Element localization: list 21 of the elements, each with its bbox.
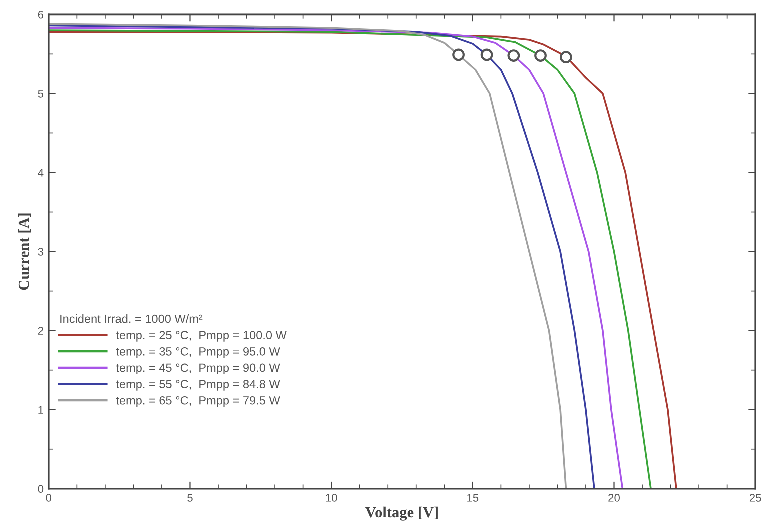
- y-tick-label: 6: [38, 10, 44, 19]
- x-tick-label: 5: [188, 494, 193, 502]
- legend-label: temp. = 25 °C, Pmpp = 100.0 W: [116, 331, 287, 342]
- y-axis-title: Current [A]: [18, 214, 32, 290]
- legend-label: temp. = 45 °C, Pmpp = 90.0 W: [116, 364, 280, 374]
- y-tick-label: 4: [38, 169, 44, 177]
- y-tick-label: 1: [38, 406, 44, 414]
- x-axis-title: Voltage [V]: [366, 506, 438, 521]
- x-tick-label: 15: [468, 494, 479, 502]
- legend-title: Incident Irrad. = 1000 W/m²: [60, 314, 203, 324]
- x-tick-label: 10: [326, 494, 338, 502]
- x-tick-label: 0: [46, 494, 52, 502]
- x-tick-label: 20: [608, 494, 620, 502]
- legend-label: temp. = 35 °C, Pmpp = 95.0 W: [116, 347, 280, 358]
- legend-label: temp. = 65 °C, Pmpp = 79.5 W: [116, 396, 280, 408]
- y-tick-label: 2: [38, 327, 44, 335]
- y-tick-label: 3: [38, 248, 44, 256]
- y-tick-label: 0: [38, 485, 44, 494]
- y-tick-label: 5: [38, 90, 44, 98]
- x-tick-label: 25: [750, 494, 762, 502]
- legend-label: temp. = 55 °C, Pmpp = 84.8 W: [116, 380, 280, 391]
